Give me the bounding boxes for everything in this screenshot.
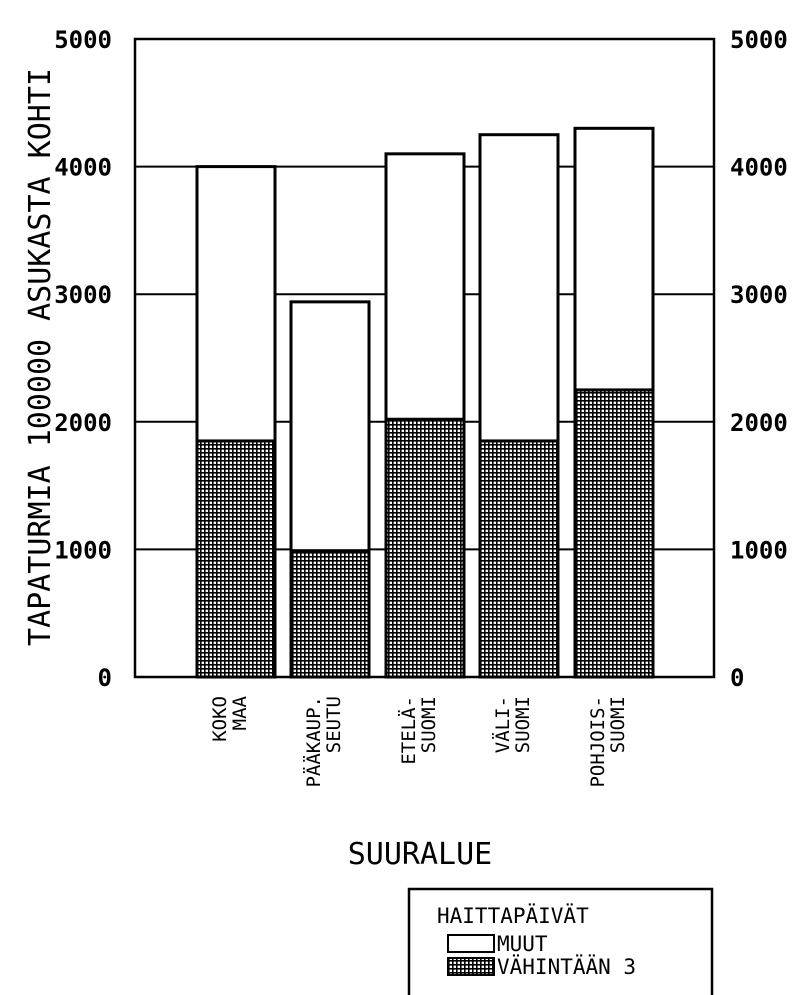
legend-title: HAITTAPÄIVÄT <box>437 903 589 928</box>
bar-segment-vahintaan-3 <box>384 417 466 679</box>
category-label: SUOMI <box>607 696 629 753</box>
bar-segment-muut <box>573 126 655 392</box>
legend-label-muut: MUUT <box>497 932 548 956</box>
category-label: SUOMI <box>512 696 534 753</box>
y-tick-label-right: 0 <box>730 664 744 692</box>
category-label: KOKO <box>209 696 231 742</box>
category-label: POHJOIS- <box>587 696 609 788</box>
y-tick-label-left: 2000 <box>54 409 112 437</box>
legend-label-vahintaan: VÄHINTÄÄN 3 <box>497 954 636 979</box>
y-tick-label-left: 0 <box>98 664 112 692</box>
plot-frame <box>133 37 716 679</box>
bar-segment-muut <box>289 300 371 553</box>
category-label: PÄÄKAUP. <box>302 696 325 788</box>
y-tick-label-left: 4000 <box>54 154 112 182</box>
category-label: VÄLI- <box>491 696 514 753</box>
y-tick-label-left: 5000 <box>54 26 112 54</box>
y-tick-label-right: 4000 <box>730 154 788 182</box>
category-label: SUOMI <box>418 696 440 753</box>
bar-segment-muut <box>384 152 466 421</box>
y-tick-label-left: 3000 <box>54 281 112 309</box>
legend-swatch-vahintaan <box>447 957 495 976</box>
legend: HAITTAPÄIVÄT MUUT VÄHINTÄÄN 3 <box>407 887 714 995</box>
category-label: MAA <box>229 695 251 730</box>
y-axis-ticks: 0 0 1000 1000 2000 2000 3000 3000 4000 4000 5000 50… <box>54 26 788 692</box>
y-tick-label-right: 3000 <box>730 281 788 309</box>
y-tick-label-right: 2000 <box>730 409 788 437</box>
bar-segment-muut <box>195 165 277 443</box>
y-tick-label-left: 1000 <box>54 536 112 564</box>
bar-segment-vahintaan-3 <box>573 388 655 679</box>
legend-swatch-muut <box>447 934 495 953</box>
category-label: ETELÄ- <box>397 696 420 765</box>
bar-segment-vahintaan-3 <box>289 549 371 679</box>
y-tick-label-right: 1000 <box>730 536 788 564</box>
category-label: SEUTU <box>323 696 345 753</box>
bar-segment-muut <box>478 133 560 443</box>
bars <box>195 126 655 679</box>
bar-segment-vahintaan-3 <box>195 439 277 679</box>
y-axis-title: TAPATURMIA 100000 ASUKASTA KOHTI <box>23 68 58 646</box>
y-tick-label-right: 5000 <box>730 26 788 54</box>
x-axis-title: SUURALUE <box>348 837 493 872</box>
bar-segment-vahintaan-3 <box>478 439 560 679</box>
